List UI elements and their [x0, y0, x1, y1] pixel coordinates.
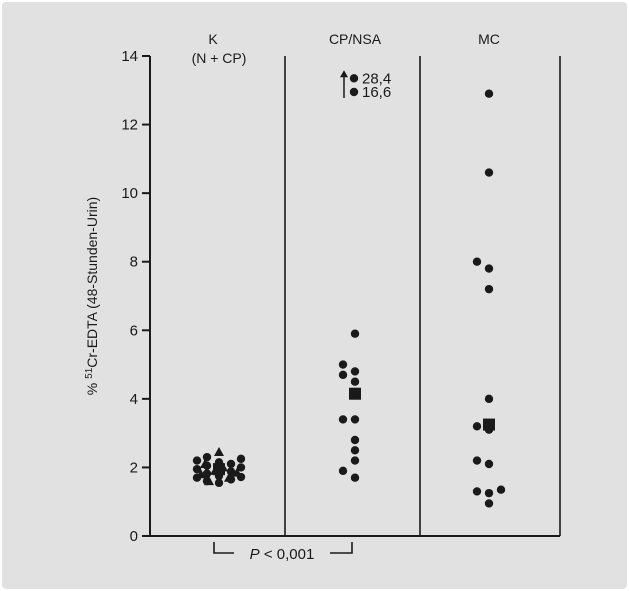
data-point	[350, 473, 360, 482]
offscale-label: 16,6	[362, 84, 391, 101]
data-point	[338, 415, 348, 424]
y-tick-label: 2	[130, 459, 138, 476]
offscale-point	[349, 87, 359, 97]
group-label: MC	[478, 31, 500, 47]
y-tick-label: 14	[121, 48, 138, 65]
data-point	[472, 257, 482, 266]
marks-layer	[192, 70, 506, 554]
y-tick-label: 6	[130, 322, 138, 339]
data-point	[338, 466, 348, 476]
y-tick-label: 4	[130, 391, 138, 408]
y-axis-label: % 51Cr-EDTA (48-Stunden-Urin)	[84, 197, 100, 395]
y-tick-label: 10	[121, 185, 138, 202]
data-point	[484, 459, 494, 469]
group-label: K	[208, 31, 218, 47]
significance-annotation: P < 0,001	[250, 546, 315, 563]
data-point	[484, 168, 494, 177]
data-point-triangle	[224, 472, 234, 482]
mean-marker	[483, 418, 495, 431]
data-point	[338, 370, 348, 380]
mean-marker	[349, 387, 361, 400]
data-point-triangle	[200, 459, 210, 468]
offscale-label: 28,4	[362, 70, 391, 87]
data-point-triangle	[196, 469, 206, 479]
data-point	[472, 456, 482, 465]
axes-layer	[142, 55, 561, 537]
data-point	[484, 394, 494, 404]
significance-bracket-left	[213, 542, 234, 554]
data-point	[202, 469, 212, 478]
data-point	[484, 264, 494, 273]
data-point-triangle	[204, 476, 214, 486]
data-point	[350, 446, 360, 455]
data-point	[484, 499, 494, 508]
data-point	[350, 415, 360, 424]
data-point	[350, 377, 360, 386]
data-point	[484, 284, 494, 294]
significance-bracket-right	[330, 542, 353, 554]
data-point	[350, 456, 360, 465]
labels-layer: 0 2 4 6 8 10 12 14 % 51Cr-EDTA (48-Stunden-Urin)…	[84, 31, 500, 563]
data-point	[192, 456, 202, 465]
data-point	[350, 367, 360, 376]
data-point-triangle	[214, 447, 224, 456]
data-point	[338, 360, 348, 369]
data-point	[236, 454, 246, 464]
data-point	[496, 485, 506, 494]
data-point	[214, 478, 224, 488]
data-point	[472, 487, 482, 496]
data-point	[350, 435, 360, 445]
data-point	[350, 329, 360, 338]
y-tick-label: 0	[130, 528, 138, 545]
data-point	[472, 422, 482, 431]
data-point-triangle	[232, 467, 242, 477]
data-point	[226, 459, 236, 469]
mean-marker	[213, 463, 225, 476]
data-point	[192, 464, 202, 474]
data-point	[236, 463, 246, 472]
group-label-sub: (N + CP)	[192, 50, 247, 66]
data-point	[202, 452, 212, 462]
y-tick-label: 8	[130, 254, 138, 271]
group-label: CP/NSA	[329, 31, 382, 47]
offscale-point	[349, 74, 359, 83]
offscale-arrow-head	[340, 70, 348, 78]
data-point	[484, 488, 494, 498]
data-point	[484, 89, 494, 98]
y-tick-label: 12	[121, 117, 138, 134]
